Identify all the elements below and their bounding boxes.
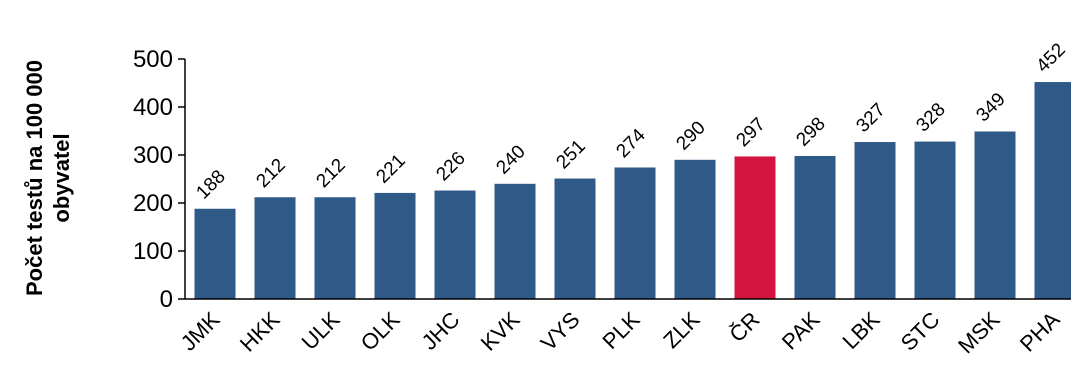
x-tick-label: STC: [896, 307, 945, 356]
y-axis-title-line-1: Počet testů na 100 000: [22, 60, 47, 296]
bar-msk: [974, 131, 1016, 299]
x-tick-label: ZLK: [658, 307, 704, 353]
data-label: 298: [792, 113, 829, 150]
x-tick-label: MSK: [953, 307, 1005, 359]
x-tick-label: PAK: [777, 307, 825, 355]
y-tick-label: 200: [133, 190, 173, 217]
x-tick-label: JHC: [417, 307, 465, 355]
x-tick-label: OLK: [356, 307, 405, 356]
y-tick-label: 0: [160, 286, 173, 313]
data-label: 212: [312, 155, 349, 192]
x-tick-label: JMK: [176, 307, 225, 356]
bars: [194, 82, 1071, 299]
y-axis-title-line-2: obyvatel: [49, 133, 74, 222]
bar-čr: [734, 156, 776, 299]
y-tick-label: 400: [133, 94, 173, 121]
y-tick-label: 100: [133, 238, 173, 265]
x-tick-label: LBK: [837, 307, 884, 354]
bar-kvk: [494, 183, 536, 299]
bar-ulk: [314, 197, 356, 299]
bar-pak: [794, 155, 836, 299]
x-tick-label: KVK: [476, 307, 525, 356]
data-label: 188: [192, 166, 229, 203]
data-label: 274: [612, 125, 650, 163]
bar-lbk: [854, 142, 896, 299]
y-tick-label: 300: [133, 142, 173, 169]
data-label: 452: [1032, 40, 1069, 77]
data-label: 327: [852, 100, 889, 137]
x-tick-label: HKK: [235, 307, 285, 357]
bar-olk: [374, 192, 416, 299]
x-tick-label: VYS: [536, 307, 585, 356]
x-tick-label: PLK: [597, 307, 644, 354]
y-axis-ticks: 0 100 200 300 400 500: [133, 46, 185, 313]
bar-jhc: [434, 190, 476, 299]
data-label: 328: [912, 99, 949, 136]
y-tick-label: 500: [133, 46, 173, 73]
bar-jmk: [194, 208, 236, 299]
data-label: 221: [372, 150, 409, 187]
x-tick-label: PHA: [1015, 307, 1065, 357]
data-label: 349: [972, 89, 1009, 126]
data-label: 240: [492, 141, 529, 178]
data-label: 251: [552, 136, 589, 173]
data-label: 290: [672, 117, 709, 154]
data-label: 226: [432, 148, 469, 185]
axes: [184, 59, 1071, 300]
x-tick-label: ULK: [297, 307, 345, 355]
x-axis-category-labels: JMK HKK ULK OLK JHC KVK VYS PLK ZLK ČR PAK LBK STC MS…: [176, 307, 1065, 359]
bar-vys: [554, 178, 596, 299]
x-tick-label: ČR: [724, 307, 764, 347]
bar-zlk: [674, 159, 716, 299]
bar-hkk: [254, 197, 296, 299]
bar-stc: [914, 141, 956, 299]
data-label: 212: [252, 155, 289, 192]
y-axis-title: Počet testů na 100 000 obyvatel: [22, 60, 74, 296]
data-label: 297: [732, 114, 769, 151]
bar-pha: [1034, 82, 1071, 299]
bar-plk: [614, 167, 656, 299]
